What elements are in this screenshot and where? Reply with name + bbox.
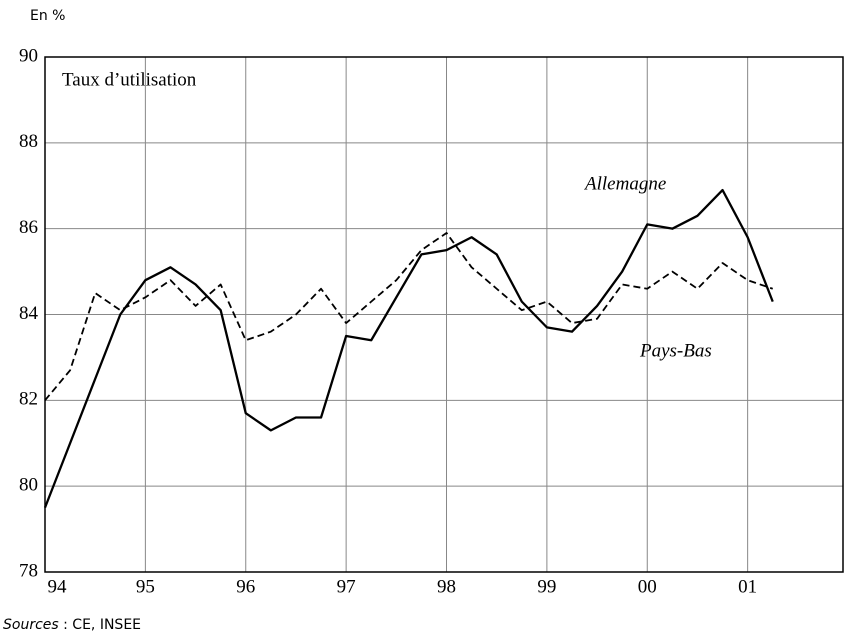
x-tick-label: 94	[48, 576, 68, 597]
x-tick-label: 95	[136, 576, 155, 597]
chart-title: Taux d’utilisation	[62, 69, 197, 90]
x-tick-label: 98	[437, 576, 456, 597]
source: Sources : CE, INSEE	[3, 617, 141, 633]
source-text: : CE, INSEE	[63, 617, 141, 633]
y-tick-label: 86	[19, 217, 38, 238]
y-tick-label: 88	[19, 131, 38, 152]
y-tick-label: 90	[19, 45, 38, 66]
source-label: Sources	[3, 617, 59, 633]
x-tick-label: 97	[337, 576, 356, 597]
series-label: Pays-Bas	[639, 340, 712, 361]
x-tick-label: 00	[638, 576, 657, 597]
y-tick-label: 84	[19, 303, 39, 324]
series-line	[44, 232, 774, 401]
series-label: Allemagne	[583, 173, 666, 194]
x-tick-label: 96	[236, 576, 255, 597]
y-tick-label: 78	[19, 560, 38, 581]
x-tick-label: 99	[537, 576, 556, 597]
y-tick-label: 80	[19, 475, 38, 496]
series-line	[43, 188, 774, 509]
unit-label: En %	[30, 8, 65, 24]
x-tick-label: 01	[738, 576, 757, 597]
plot-frame	[44, 56, 844, 573]
y-tick-label: 82	[19, 389, 38, 410]
